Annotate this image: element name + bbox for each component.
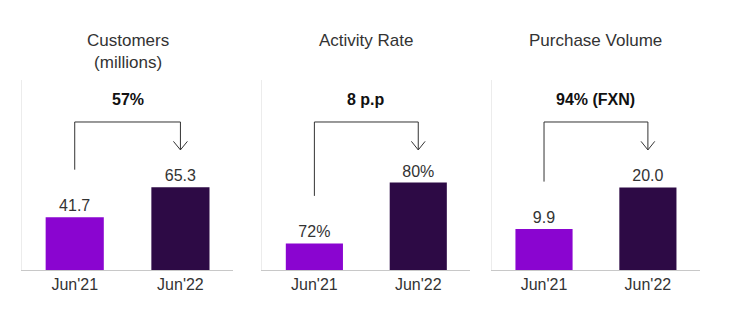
svg-text:94% (FXN): 94% (FXN) (556, 91, 635, 108)
svg-text:9.9: 9.9 (533, 209, 555, 226)
svg-text:57%: 57% (112, 91, 144, 108)
svg-text:20.0: 20.0 (632, 167, 663, 184)
svg-text:Jun'22: Jun'22 (395, 276, 442, 293)
svg-text:65.3: 65.3 (165, 167, 196, 184)
svg-text:80%: 80% (402, 163, 434, 180)
svg-text:41.7: 41.7 (59, 197, 90, 214)
svg-text:Activity Rate: Activity Rate (319, 31, 413, 50)
svg-text:Purchase Volume: Purchase Volume (529, 31, 662, 50)
svg-text:Jun'21: Jun'21 (291, 276, 338, 293)
svg-text:Customers(millions): Customers(millions) (87, 31, 169, 72)
svg-text:72%: 72% (298, 223, 330, 240)
svg-text:Jun'21: Jun'21 (51, 276, 98, 293)
svg-text:8 p.p: 8 p.p (347, 91, 385, 108)
svg-text:Jun'22: Jun'22 (157, 276, 204, 293)
svg-text:Jun'21: Jun'21 (521, 276, 568, 293)
svg-text:Jun'22: Jun'22 (625, 276, 672, 293)
